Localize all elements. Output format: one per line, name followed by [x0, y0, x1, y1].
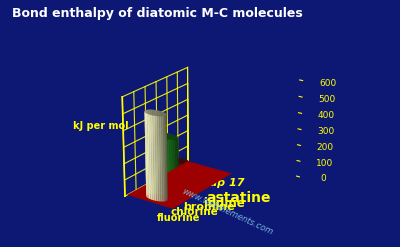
Text: www.webelements.com: www.webelements.com [180, 186, 274, 237]
Text: Bond enthalpy of diatomic M-C molecules: Bond enthalpy of diatomic M-C molecules [12, 7, 303, 21]
